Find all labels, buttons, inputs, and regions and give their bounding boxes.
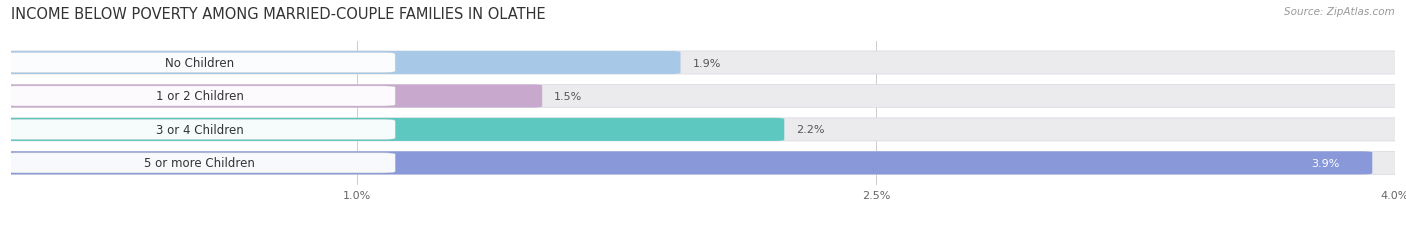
Text: 1.9%: 1.9% xyxy=(693,58,721,68)
FancyBboxPatch shape xyxy=(4,153,395,173)
Text: 3 or 4 Children: 3 or 4 Children xyxy=(156,123,243,136)
Text: No Children: No Children xyxy=(165,57,235,70)
FancyBboxPatch shape xyxy=(0,152,1372,175)
FancyBboxPatch shape xyxy=(4,120,395,140)
FancyBboxPatch shape xyxy=(0,152,1406,175)
FancyBboxPatch shape xyxy=(0,118,785,141)
Text: 1.5%: 1.5% xyxy=(554,91,582,101)
FancyBboxPatch shape xyxy=(0,118,1406,141)
FancyBboxPatch shape xyxy=(4,53,395,73)
Text: 2.2%: 2.2% xyxy=(796,125,825,135)
Text: 5 or more Children: 5 or more Children xyxy=(145,157,254,170)
FancyBboxPatch shape xyxy=(0,52,1406,75)
Text: 1 or 2 Children: 1 or 2 Children xyxy=(156,90,243,103)
FancyBboxPatch shape xyxy=(0,85,1406,108)
FancyBboxPatch shape xyxy=(0,52,681,75)
Text: Source: ZipAtlas.com: Source: ZipAtlas.com xyxy=(1284,7,1395,17)
FancyBboxPatch shape xyxy=(0,85,543,108)
Text: 3.9%: 3.9% xyxy=(1310,158,1340,168)
Text: INCOME BELOW POVERTY AMONG MARRIED-COUPLE FAMILIES IN OLATHE: INCOME BELOW POVERTY AMONG MARRIED-COUPL… xyxy=(11,7,546,22)
FancyBboxPatch shape xyxy=(4,87,395,106)
